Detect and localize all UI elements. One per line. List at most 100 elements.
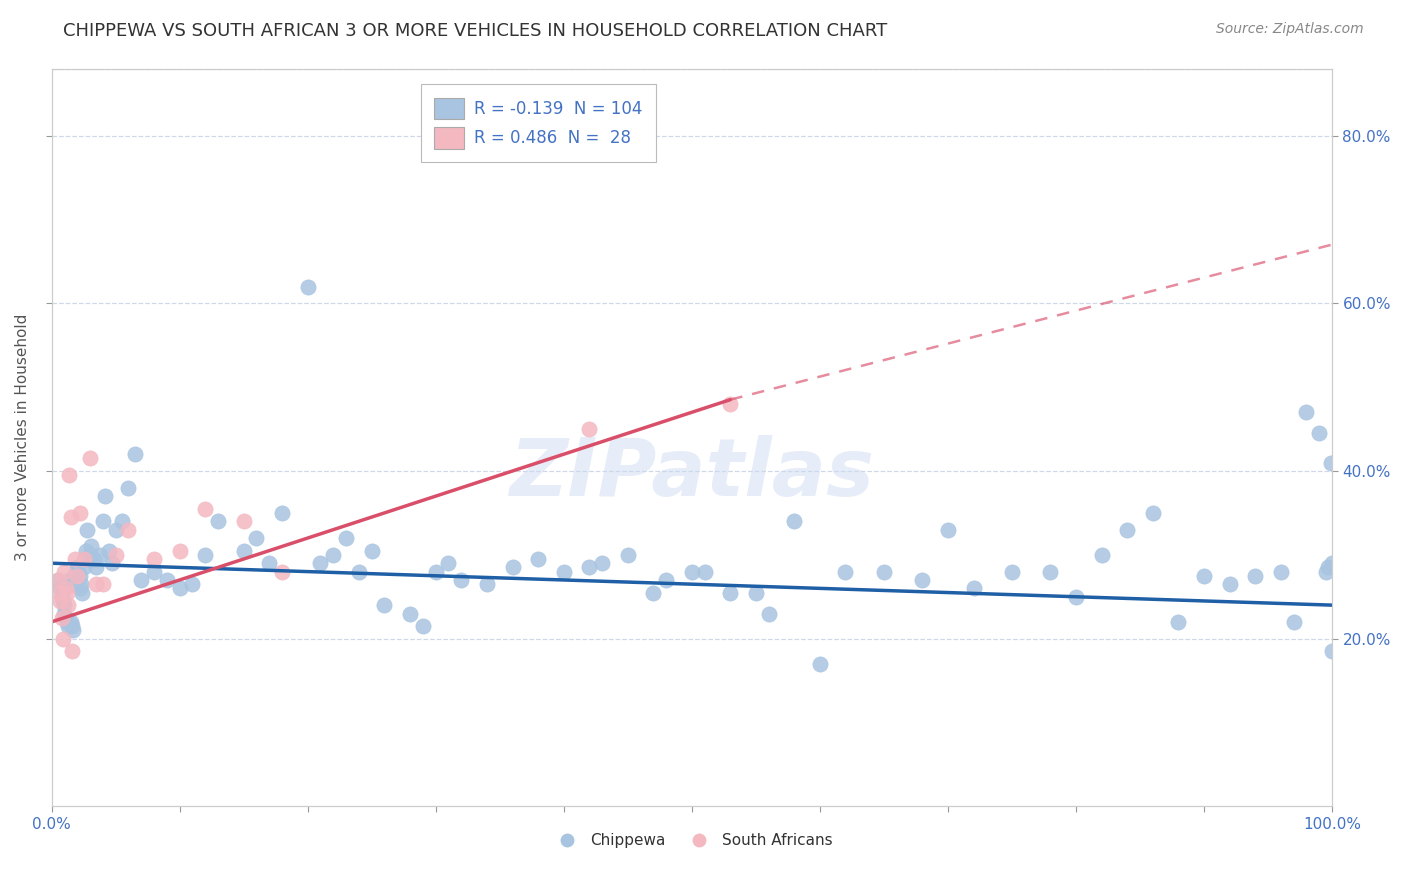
Point: [297, 279, 319, 293]
Point: [65, 565, 87, 579]
Point: [335, 531, 357, 545]
Point: [59, 615, 82, 629]
Point: [475, 577, 498, 591]
Point: [169, 582, 191, 596]
Point: [51, 590, 73, 604]
Point: [1320, 456, 1343, 470]
Point: [655, 573, 678, 587]
Point: [56, 598, 79, 612]
Point: [232, 514, 254, 528]
Point: [53, 607, 76, 621]
Point: [49, 594, 72, 608]
Point: [52, 632, 75, 646]
Point: [450, 573, 472, 587]
Point: [72, 585, 94, 599]
Point: [58, 468, 80, 483]
Point: [309, 556, 332, 570]
Point: [360, 543, 382, 558]
Point: [143, 552, 166, 566]
Point: [207, 514, 229, 528]
Point: [578, 422, 600, 436]
Point: [1270, 565, 1292, 579]
Point: [1320, 644, 1343, 658]
Point: [75, 543, 97, 558]
Point: [693, 565, 716, 579]
Point: [1282, 615, 1305, 629]
Point: [56, 619, 79, 633]
Point: [1244, 569, 1267, 583]
Point: [80, 540, 103, 554]
Point: [1308, 426, 1330, 441]
Point: [425, 565, 447, 579]
Text: Source: ZipAtlas.com: Source: ZipAtlas.com: [1216, 22, 1364, 37]
Point: [52, 594, 75, 608]
Point: [83, 552, 105, 566]
Point: [79, 548, 101, 562]
Point: [53, 565, 76, 579]
Point: [758, 607, 780, 621]
Point: [399, 607, 422, 621]
Point: [89, 548, 111, 562]
Point: [72, 560, 94, 574]
Point: [578, 560, 600, 574]
Point: [1116, 523, 1139, 537]
Point: [62, 624, 84, 638]
Point: [1315, 565, 1337, 579]
Point: [56, 615, 79, 629]
Point: [46, 573, 69, 587]
Text: ZIPatlas: ZIPatlas: [509, 435, 875, 513]
Point: [412, 619, 434, 633]
Point: [67, 565, 90, 579]
Point: [745, 585, 768, 599]
Point: [86, 577, 108, 591]
Point: [63, 569, 86, 583]
Legend: Chippewa, South Africans: Chippewa, South Africans: [546, 827, 838, 854]
Point: [245, 531, 267, 545]
Point: [69, 582, 91, 596]
Point: [69, 506, 91, 520]
Point: [643, 585, 665, 599]
Point: [73, 552, 96, 566]
Point: [718, 585, 741, 599]
Point: [1064, 590, 1087, 604]
Point: [591, 556, 613, 570]
Point: [55, 611, 77, 625]
Point: [70, 577, 93, 591]
Point: [56, 585, 79, 599]
Point: [1219, 577, 1241, 591]
Point: [94, 489, 117, 503]
Point: [156, 573, 179, 587]
Point: [100, 556, 122, 570]
Point: [59, 510, 82, 524]
Point: [502, 560, 524, 574]
Point: [63, 552, 86, 566]
Point: [1142, 506, 1164, 520]
Point: [194, 548, 217, 562]
Point: [1167, 615, 1189, 629]
Point: [1001, 565, 1024, 579]
Point: [718, 397, 741, 411]
Point: [66, 560, 89, 574]
Point: [873, 565, 896, 579]
Point: [783, 514, 806, 528]
Point: [53, 598, 76, 612]
Point: [437, 556, 460, 570]
Text: CHIPPEWA VS SOUTH AFRICAN 3 OR MORE VEHICLES IN HOUSEHOLD CORRELATION CHART: CHIPPEWA VS SOUTH AFRICAN 3 OR MORE VEHI…: [63, 22, 887, 40]
Point: [124, 447, 146, 461]
Point: [104, 523, 127, 537]
Point: [91, 514, 114, 528]
Y-axis label: 3 or more Vehicles in Household: 3 or more Vehicles in Household: [15, 314, 30, 561]
Point: [86, 560, 108, 574]
Point: [936, 523, 959, 537]
Point: [58, 573, 80, 587]
Point: [91, 577, 114, 591]
Point: [59, 577, 82, 591]
Point: [48, 585, 70, 599]
Point: [553, 565, 575, 579]
Point: [55, 582, 77, 596]
Point: [373, 598, 395, 612]
Point: [63, 573, 86, 587]
Point: [66, 569, 89, 583]
Point: [51, 611, 73, 625]
Point: [129, 573, 152, 587]
